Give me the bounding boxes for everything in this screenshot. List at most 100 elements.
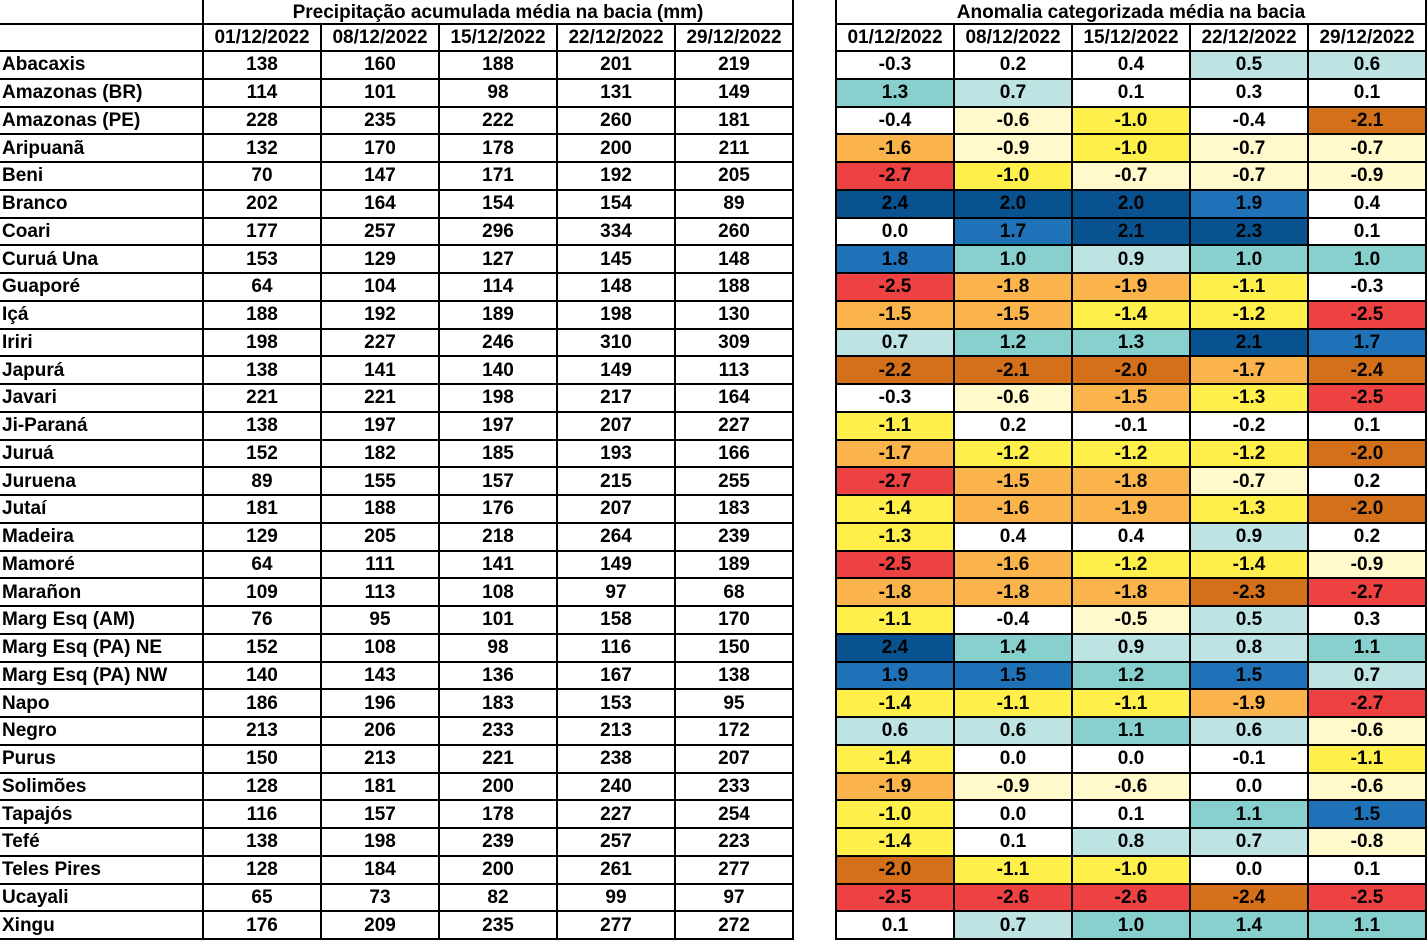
anomaly-value: -0.4 (953, 605, 1073, 635)
precip-value: 277 (674, 854, 794, 885)
precip-value: 138 (202, 355, 322, 385)
precip-date-header: 01/12/2022 (202, 23, 322, 52)
precip-value: 114 (202, 77, 322, 108)
basin-name: Ji-Paraná (0, 410, 204, 441)
precip-value: 309 (674, 327, 794, 358)
precip-value: 73 (320, 882, 440, 913)
anomaly-value: 2.1 (1071, 216, 1191, 247)
blank-corner (0, 24, 204, 52)
anomaly-value: 1.7 (1307, 327, 1427, 358)
precip-value: 147 (320, 161, 440, 191)
anomaly-value: -2.1 (1307, 105, 1427, 136)
anomaly-value: 0.4 (1307, 188, 1427, 219)
anomaly-value: -1.1 (953, 854, 1073, 885)
anomaly-value: -1.5 (835, 299, 955, 330)
precip-value: 138 (202, 827, 322, 857)
anomaly-value: -2.4 (1307, 355, 1427, 385)
anomaly-table: Anomalia categorizada média na bacia 01/… (835, 0, 1427, 940)
basin-name: Amazonas (PE) (0, 105, 204, 136)
precip-value: 158 (556, 605, 676, 635)
anomaly-value: 1.2 (953, 327, 1073, 358)
precip-value: 129 (202, 521, 322, 552)
anomaly-value: 2.0 (1071, 188, 1191, 219)
precip-value: 207 (556, 410, 676, 441)
table-row: 1.3 0.7 0.1 0.3 0.1 (835, 77, 1427, 108)
table-row: Tapajós 116 157 178 227 254 (0, 799, 794, 829)
basin-name: Juruena (0, 466, 204, 496)
anomaly-date-header: 15/12/2022 (1071, 23, 1191, 52)
table-row: Jutaí 181 188 176 207 183 (0, 494, 794, 524)
anomaly-value: 0.1 (835, 910, 955, 940)
anomaly-value: 1.9 (1189, 188, 1309, 219)
precip-value: 101 (438, 605, 558, 635)
anomaly-value: 0.1 (953, 827, 1073, 857)
table-row: 1.8 1.0 0.9 1.0 1.0 (835, 244, 1427, 274)
precip-value: 185 (438, 438, 558, 469)
anomaly-value: -1.5 (953, 466, 1073, 496)
anomaly-value: -1.7 (1189, 355, 1309, 385)
basin-name: Iriri (0, 327, 204, 358)
anomaly-value: -2.4 (1189, 882, 1309, 913)
precip-value: 152 (202, 632, 322, 663)
anomaly-value: -0.9 (953, 771, 1073, 802)
table-row: Marg Esq (PA) NE 152 108 98 116 150 (0, 632, 794, 663)
anomaly-value: -0.4 (835, 105, 955, 136)
precip-value: 181 (320, 771, 440, 802)
precip-value: 128 (202, 854, 322, 885)
table-row: -1.1 0.2 -0.1 -0.2 0.1 (835, 410, 1427, 441)
table-row: -2.5 -2.6 -2.6 -2.4 -2.5 (835, 882, 1427, 913)
basin-name: Guaporé (0, 272, 204, 302)
precip-value: 219 (674, 50, 794, 80)
anomaly-value: -1.2 (1189, 438, 1309, 469)
anomaly-value: -1.1 (1189, 272, 1309, 302)
anomaly-value: 0.7 (1307, 660, 1427, 691)
anomaly-value: -2.5 (835, 272, 955, 302)
precip-value: 227 (320, 327, 440, 358)
anomaly-value: 0.6 (835, 716, 955, 746)
anomaly-value: -0.5 (1071, 605, 1191, 635)
precip-value: 198 (556, 299, 676, 330)
precip-value: 131 (556, 77, 676, 108)
precip-value: 213 (556, 716, 676, 746)
table-row: Aripuanã 132 170 178 200 211 (0, 133, 794, 163)
precip-value: 198 (202, 327, 322, 358)
anomaly-value: 0.9 (1071, 244, 1191, 274)
anomaly-value: 0.4 (1071, 521, 1191, 552)
anomaly-value: 1.1 (1189, 799, 1309, 829)
basin-name: Branco (0, 188, 204, 219)
table-row: -2.5 -1.8 -1.9 -1.1 -0.3 (835, 272, 1427, 302)
anomaly-value: -1.4 (835, 743, 955, 774)
table-row: Marg Esq (AM) 76 95 101 158 170 (0, 605, 794, 635)
precip-value: 64 (202, 549, 322, 580)
anomaly-value: -0.1 (1189, 743, 1309, 774)
anomaly-value: -2.6 (1071, 882, 1191, 913)
precip-value: 188 (438, 50, 558, 80)
anomaly-value: 0.1 (1307, 77, 1427, 108)
basin-name: Abacaxis (0, 50, 204, 80)
precip-value: 138 (202, 410, 322, 441)
precip-value: 238 (556, 743, 676, 774)
precipitation-title: Precipitação acumulada média na bacia (m… (202, 0, 794, 25)
precip-value: 233 (438, 716, 558, 746)
anomaly-value: -1.6 (953, 549, 1073, 580)
precip-value: 97 (556, 577, 676, 607)
anomaly-value: 1.5 (1307, 799, 1427, 829)
table-row: -2.7 -1.5 -1.8 -0.7 0.2 (835, 466, 1427, 496)
table-row: -1.7 -1.2 -1.2 -1.2 -2.0 (835, 438, 1427, 469)
precip-value: 200 (556, 133, 676, 163)
basin-name: Marg Esq (PA) NE (0, 632, 204, 663)
precip-value: 218 (438, 521, 558, 552)
precip-value: 207 (674, 743, 794, 774)
anomaly-value: -2.0 (1307, 438, 1427, 469)
basin-name: Negro (0, 716, 204, 746)
precip-value: 246 (438, 327, 558, 358)
anomaly-value: -1.1 (835, 605, 955, 635)
anomaly-value: 0.8 (1071, 827, 1191, 857)
anomaly-value: -1.1 (953, 688, 1073, 718)
anomaly-value: 1.5 (1189, 660, 1309, 691)
precip-value: 111 (320, 549, 440, 580)
precip-value: 140 (438, 355, 558, 385)
table-row: -0.3 -0.6 -1.5 -1.3 -2.5 (835, 383, 1427, 413)
precip-value: 223 (674, 827, 794, 857)
precip-value: 95 (320, 605, 440, 635)
